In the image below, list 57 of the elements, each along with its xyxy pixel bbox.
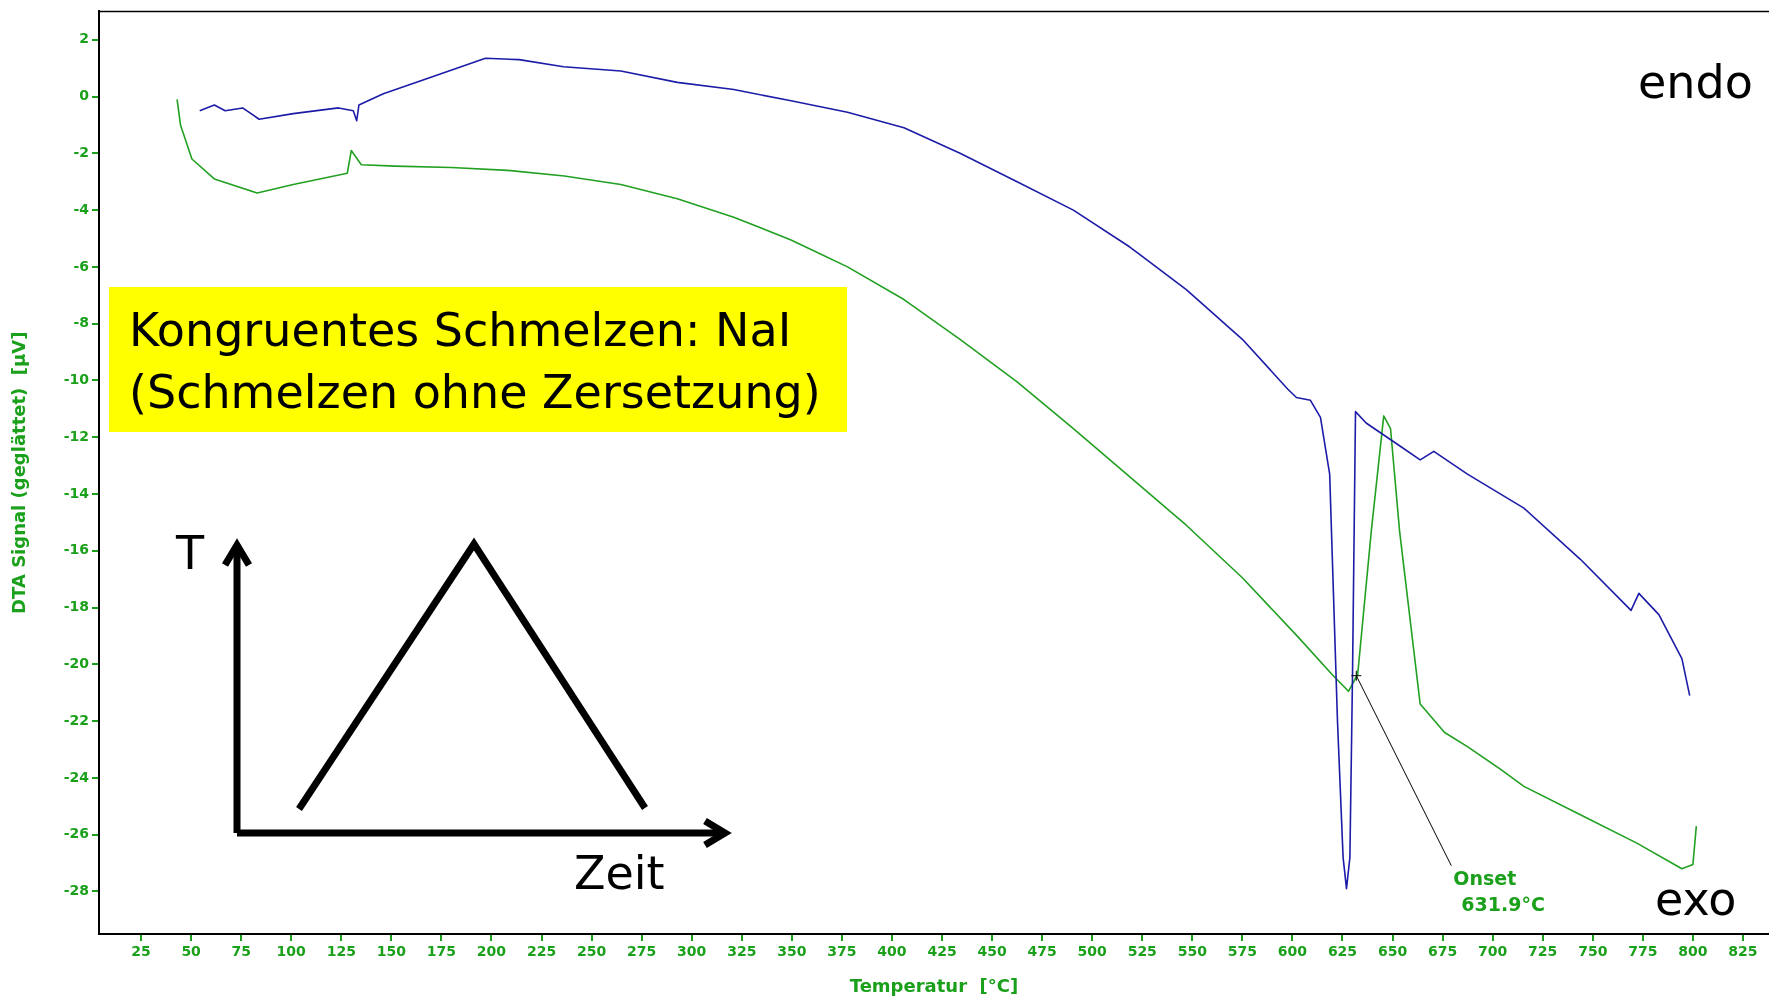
y-tick-label: -10 [63, 371, 90, 388]
x-tick-label: 250 [576, 943, 607, 960]
y-tick-label: 2 [79, 30, 89, 47]
y-tick-label: -4 [73, 200, 90, 217]
y-tick-label: -26 [63, 825, 89, 842]
y-tick-label: -2 [73, 143, 89, 160]
x-tick-label: 175 [426, 943, 457, 960]
x-axis-title: Temperatur [°C] [849, 974, 1019, 996]
y-tick-label: -22 [63, 711, 89, 728]
x-tick-label: 125 [326, 943, 356, 960]
y-tick-label: -14 [63, 484, 90, 501]
x-tick-label: 750 [1578, 943, 1608, 960]
x-tick-label: 200 [476, 943, 507, 960]
y-tick-label: -20 [63, 654, 90, 671]
y-tick-label: -12 [63, 427, 89, 444]
y-tick-label: -16 [63, 541, 89, 558]
y-tick-label: -28 [63, 882, 89, 899]
x-tick-label: 50 [181, 943, 202, 960]
x-tick-label: 475 [1027, 943, 1057, 960]
x-tick-label: 575 [1227, 943, 1257, 960]
x-tick-label: 500 [1077, 943, 1108, 960]
x-tick-label: 300 [677, 943, 707, 960]
x-tick-label: 825 [1728, 943, 1758, 960]
x-tick-label: 100 [276, 943, 307, 960]
x-tick-label: 150 [376, 943, 407, 960]
x-tick-label: 375 [827, 943, 857, 960]
annotation: T [176, 526, 205, 582]
x-tick-label: 450 [977, 943, 1007, 960]
x-tick-label: 525 [1127, 943, 1157, 960]
x-tick-label: 800 [1678, 943, 1708, 960]
x-tick-label: 350 [777, 943, 807, 960]
x-tick-label: 650 [1377, 943, 1408, 960]
x-tick-label: 725 [1528, 943, 1558, 960]
annotation: Zeit [574, 846, 665, 902]
y-tick-label: 0 [79, 87, 90, 104]
x-tick-label: 425 [927, 943, 957, 960]
x-tick-label: 25 [131, 943, 151, 960]
y-tick-label: -6 [73, 257, 89, 274]
y-tick-label: -24 [63, 768, 90, 785]
y-tick-label: -18 [63, 598, 89, 615]
annotation: Kongruentes Schmelzen: NaI (Schmelzen ohne Zersetzung) [109, 287, 847, 432]
x-tick-label: 325 [727, 943, 757, 960]
x-tick-label: 400 [877, 943, 907, 960]
x-tick-label: 275 [627, 943, 657, 960]
y-tick-label: -8 [73, 314, 89, 331]
x-tick-label: 775 [1628, 943, 1658, 960]
x-tick-label: 700 [1478, 943, 1508, 960]
x-tick-label: 625 [1327, 943, 1358, 960]
x-tick-label: 225 [526, 943, 557, 960]
y-axis-title: DTA Signal (geglättet) [µV] [8, 331, 30, 614]
x-tick-label: 600 [1277, 943, 1308, 960]
annotation: Onset 631.9°C [1453, 867, 1545, 916]
x-tick-label: 550 [1177, 943, 1208, 960]
annotation: exo [1655, 872, 1737, 928]
x-tick-label: 675 [1427, 943, 1458, 960]
annotation: endo [1638, 55, 1753, 111]
x-tick-label: 75 [231, 943, 251, 960]
